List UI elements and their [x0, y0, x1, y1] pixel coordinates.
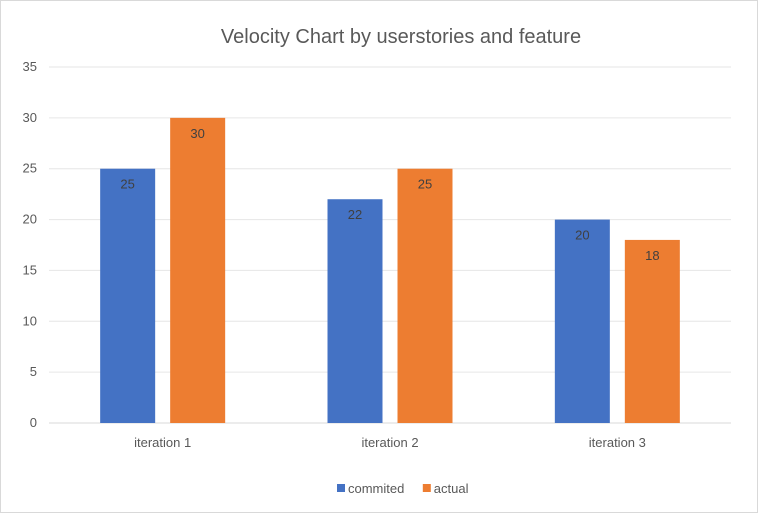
- data-label: 25: [120, 177, 134, 192]
- data-label: 30: [190, 126, 204, 141]
- bar-commited-3: [554, 219, 610, 423]
- legend: commited actual: [337, 481, 469, 496]
- y-tick-label: 15: [23, 262, 37, 277]
- legend-item-commited: commited: [337, 481, 404, 496]
- y-tick-label: 10: [23, 313, 37, 328]
- legend-swatch: [422, 484, 431, 492]
- y-axis: 0 5 10 15 20 25 30 35: [23, 59, 37, 430]
- x-tick-label: iteration 3: [589, 435, 646, 450]
- legend-label: commited: [348, 481, 404, 496]
- bar-actual-3: [624, 239, 680, 423]
- x-tick-label: iteration 1: [134, 435, 191, 450]
- bar-commited-2: [327, 199, 383, 423]
- chart-title: Velocity Chart by userstories and featur…: [221, 26, 581, 48]
- y-tick-label: 0: [30, 415, 37, 430]
- bar-commited-1: [100, 168, 156, 423]
- bars: 25 30 22 25 20 18: [100, 117, 680, 423]
- data-label: 22: [348, 207, 362, 222]
- data-label: 18: [645, 248, 659, 263]
- x-axis: iteration 1 iteration 2 iteration 3: [134, 435, 646, 450]
- bar-actual-1: [170, 117, 226, 423]
- y-tick-label: 35: [23, 59, 37, 74]
- y-tick-label: 5: [30, 364, 37, 379]
- data-label: 25: [418, 177, 432, 192]
- y-tick-label: 20: [23, 212, 37, 227]
- legend-swatch: [337, 484, 345, 492]
- y-tick-label: 30: [23, 110, 37, 125]
- bar-actual-2: [397, 168, 453, 423]
- data-label: 20: [575, 228, 589, 243]
- x-tick-label: iteration 2: [361, 435, 418, 450]
- gridlines: [49, 66, 731, 424]
- legend-item-actual: actual: [422, 481, 469, 496]
- legend-label: actual: [434, 481, 469, 496]
- y-tick-label: 25: [23, 161, 37, 176]
